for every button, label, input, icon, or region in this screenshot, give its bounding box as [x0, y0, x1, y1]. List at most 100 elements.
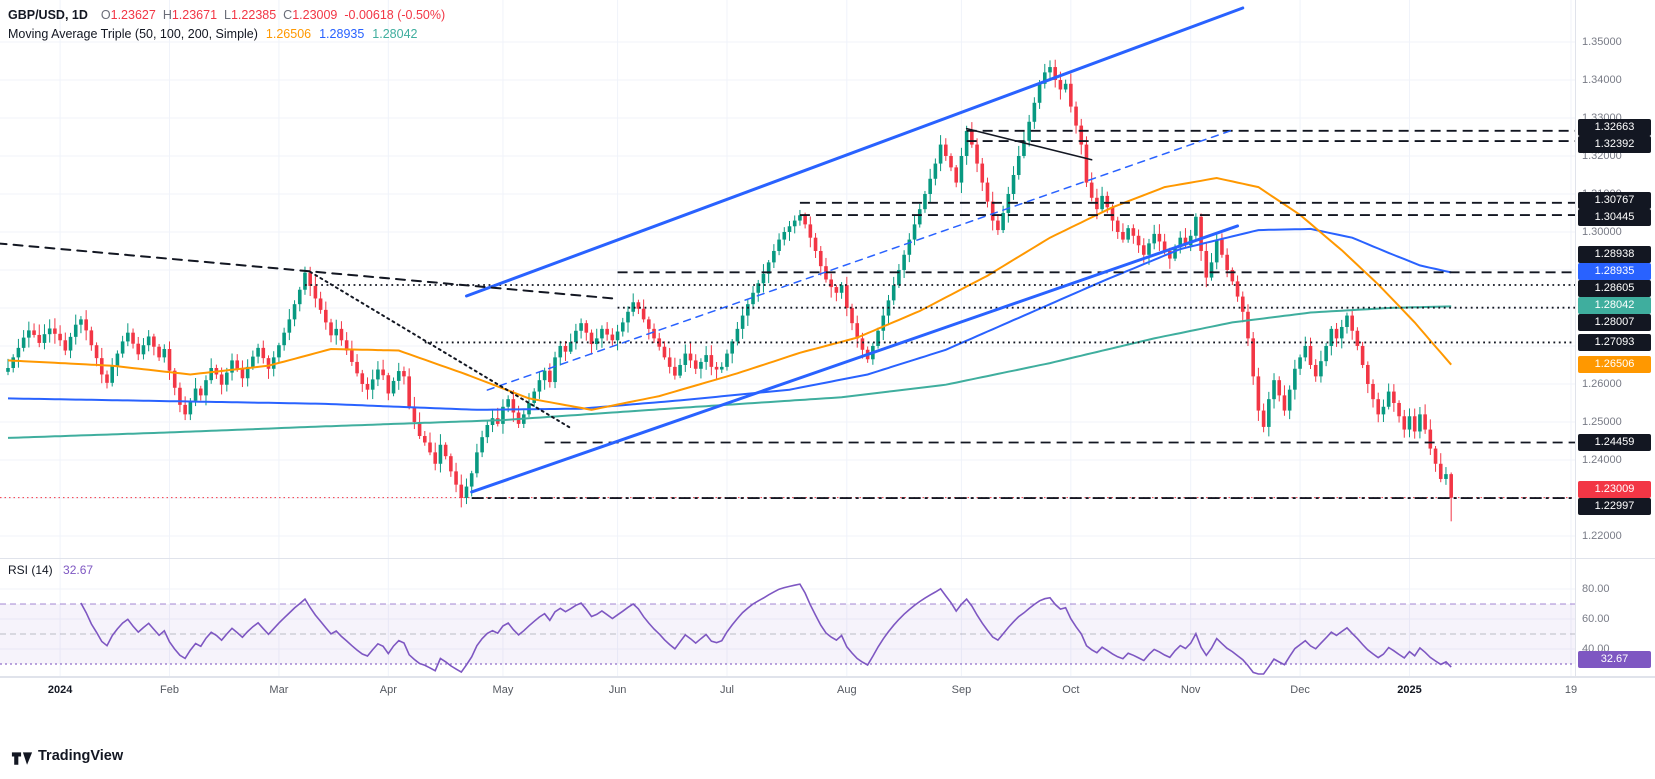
price-badge-1.24459[interactable]: 1.24459 — [1578, 434, 1651, 452]
candle — [459, 474, 464, 508]
time-label-Aug: Aug — [837, 684, 857, 696]
candle — [53, 318, 57, 344]
candle — [428, 432, 432, 456]
rsi-pane-canvas[interactable] — [0, 559, 1575, 676]
candle — [553, 351, 557, 389]
price-badge-1.30767[interactable]: 1.30767 — [1578, 191, 1651, 209]
price-axis[interactable]: 1.350001.340001.330001.320001.310001.300… — [1575, 0, 1655, 558]
candle — [719, 362, 724, 373]
price-badge-1.28007[interactable]: 1.28007 — [1578, 314, 1651, 332]
candle — [126, 323, 130, 347]
indicator-name: Moving Average Triple (50, 100, 200, Sim… — [8, 26, 258, 41]
time-axis[interactable]: 2024 Feb Mar Apr May Jun Jul Aug Sep Oct Nov Dec 202… — [0, 677, 1655, 704]
trendline[interactable] — [0, 242, 619, 300]
candle — [1345, 312, 1349, 334]
trendline[interactable] — [470, 224, 1240, 494]
pane-separator-bottom[interactable] — [0, 676, 1655, 677]
candle — [1397, 400, 1401, 423]
candle — [350, 340, 354, 366]
candle — [94, 342, 99, 367]
candle — [376, 361, 380, 387]
candle — [318, 291, 323, 314]
time-label-Sep: Sep — [951, 684, 972, 696]
price-badge-1.27093[interactable]: 1.27093 — [1578, 333, 1651, 351]
candle — [1188, 229, 1193, 252]
candle — [89, 326, 94, 351]
price-badge-1.28935[interactable]: 1.28935 — [1578, 263, 1651, 281]
candle — [1407, 408, 1412, 438]
rsi-line[interactable] — [80, 583, 1452, 675]
candle — [1110, 204, 1115, 232]
price-badge-1.26506[interactable]: 1.26506 — [1578, 356, 1651, 374]
candle — [58, 325, 62, 347]
candle — [297, 286, 302, 312]
candle — [1168, 247, 1172, 269]
candle — [756, 279, 761, 302]
price-badge-1.28605[interactable]: 1.28605 — [1578, 280, 1651, 298]
candle — [1433, 446, 1438, 472]
price-badge-1.22997[interactable]: 1.22997 — [1578, 497, 1651, 515]
candle — [834, 284, 839, 302]
candle — [558, 340, 563, 366]
candle — [959, 147, 964, 194]
candle — [813, 233, 818, 258]
candle — [1371, 379, 1375, 408]
trendline[interactable] — [464, 6, 1245, 298]
ma100-line[interactable] — [7, 227, 1452, 411]
rsi-name: RSI (14) — [8, 563, 53, 577]
price-badge-1.23009[interactable]: 1.23009 — [1578, 480, 1651, 498]
candle — [584, 320, 589, 341]
candle — [1053, 59, 1058, 88]
candle — [881, 307, 886, 341]
candle — [631, 293, 635, 317]
price-badge-1.32663[interactable]: 1.32663 — [1578, 118, 1651, 136]
candle — [829, 273, 833, 298]
candle — [964, 125, 969, 165]
candle — [1324, 343, 1328, 367]
rsi-axis[interactable]: 80.00 60.00 40.00 32.67 — [1575, 559, 1655, 676]
time-label-19: 19 — [1564, 684, 1578, 696]
candle — [396, 362, 401, 390]
candle — [1006, 186, 1011, 223]
trendline[interactable] — [965, 127, 1093, 161]
price-badge-1.28042[interactable]: 1.28042 — [1578, 297, 1651, 315]
tradingview-brand-text[interactable]: TradingView — [38, 748, 124, 764]
candle — [292, 300, 297, 327]
tradingview-logo-icon[interactable] — [11, 747, 33, 767]
candle — [735, 321, 740, 346]
candle — [725, 349, 729, 371]
indicator-row[interactable]: Moving Average Triple (50, 100, 200, Sim… — [8, 24, 445, 43]
price-pane-canvas[interactable] — [0, 0, 1575, 558]
candle — [1069, 73, 1073, 113]
price-badge-1.28938[interactable]: 1.28938 — [1578, 246, 1651, 264]
candle — [605, 322, 609, 341]
rsi-value-badge[interactable]: 32.67 — [1578, 651, 1651, 669]
candle — [1287, 385, 1292, 420]
price-tick: 1.34000 — [1582, 73, 1622, 86]
candle — [464, 478, 469, 505]
candle — [912, 215, 917, 246]
candle — [1126, 225, 1130, 243]
ma50-line[interactable] — [7, 176, 1452, 411]
pane-separator[interactable] — [0, 558, 1655, 559]
symbol-row[interactable]: GBP/USD, 1D O1.23627 H1.23671 L1.22385 C… — [8, 5, 445, 24]
rsi-legend-row[interactable]: RSI (14) 32.67 — [8, 563, 93, 577]
trendline[interactable] — [486, 129, 1234, 391]
candle — [1089, 172, 1094, 202]
candle — [1157, 224, 1162, 251]
candle — [287, 309, 292, 341]
time-label-2024: 2024 — [47, 684, 73, 696]
price-badge-1.32392[interactable]: 1.32392 — [1578, 135, 1651, 153]
trendline[interactable] — [309, 270, 572, 430]
candle — [610, 328, 615, 346]
ma200-line[interactable] — [7, 305, 1452, 439]
candle — [824, 257, 828, 283]
candle — [1084, 136, 1089, 188]
candle — [1022, 131, 1026, 159]
candle — [417, 412, 422, 439]
candle — [178, 382, 182, 413]
candle — [845, 276, 849, 317]
candle — [636, 299, 641, 315]
price-badge-1.30445[interactable]: 1.30445 — [1578, 208, 1651, 226]
candle — [162, 344, 167, 363]
